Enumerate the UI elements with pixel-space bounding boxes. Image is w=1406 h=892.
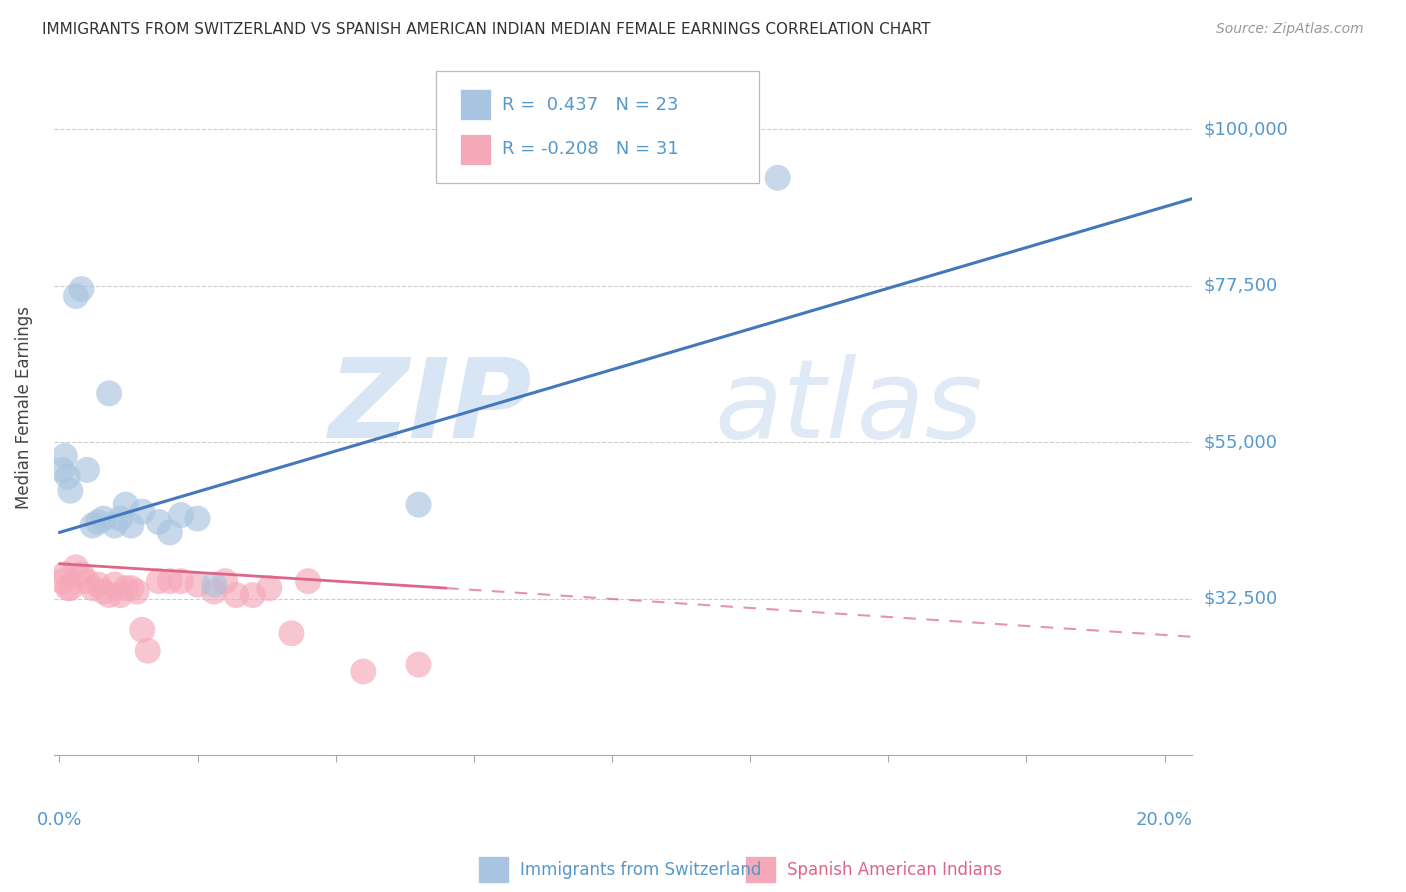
Text: 20.0%: 20.0% [1136, 811, 1192, 829]
Text: R =  0.437   N = 23: R = 0.437 N = 23 [502, 95, 679, 114]
Point [56, 470, 79, 484]
Text: $32,500: $32,500 [1204, 590, 1278, 607]
Point [114, 498, 136, 512]
Point [148, 574, 170, 589]
Point [170, 574, 193, 589]
Text: $77,500: $77,500 [1204, 277, 1278, 294]
Point [120, 581, 142, 595]
Point [76, 463, 98, 477]
Point [159, 574, 181, 589]
Point [408, 657, 430, 672]
Text: ZIP: ZIP [329, 354, 531, 461]
Text: IMMIGRANTS FROM SWITZERLAND VS SPANISH AMERICAN INDIAN MEDIAN FEMALE EARNINGS CO: IMMIGRANTS FROM SWITZERLAND VS SPANISH A… [42, 22, 931, 37]
Point [120, 518, 142, 533]
Text: Immigrants from Switzerland: Immigrants from Switzerland [520, 861, 762, 879]
Point [104, 518, 127, 533]
Point [53, 567, 76, 582]
Point [104, 577, 127, 591]
Point [259, 581, 281, 595]
Point [98, 386, 121, 401]
Point [51, 574, 73, 589]
Point [352, 665, 374, 679]
Point [131, 623, 153, 637]
Point [297, 574, 319, 589]
Point [53, 449, 76, 463]
Text: R = -0.208   N = 31: R = -0.208 N = 31 [502, 140, 679, 159]
Point [65, 560, 87, 574]
Point [242, 588, 264, 602]
Point [125, 584, 148, 599]
Text: atlas: atlas [714, 354, 983, 461]
Y-axis label: Median Female Earnings: Median Female Earnings [15, 306, 32, 508]
Point [202, 577, 225, 591]
Point [114, 581, 136, 595]
Point [159, 525, 181, 540]
Point [98, 588, 121, 602]
Point [87, 515, 110, 529]
Point [766, 170, 789, 185]
Text: Source: ZipAtlas.com: Source: ZipAtlas.com [1216, 22, 1364, 37]
Point [93, 511, 115, 525]
Point [225, 588, 247, 602]
Text: $55,000: $55,000 [1204, 434, 1277, 451]
Point [87, 577, 110, 591]
Point [131, 505, 153, 519]
Text: 0.0%: 0.0% [37, 811, 82, 829]
Point [214, 574, 236, 589]
Point [82, 518, 104, 533]
Point [202, 584, 225, 599]
Point [82, 581, 104, 595]
Point [170, 508, 193, 522]
Text: Spanish American Indians: Spanish American Indians [787, 861, 1002, 879]
Point [76, 574, 98, 589]
Point [408, 498, 430, 512]
Point [136, 643, 159, 657]
Point [186, 577, 208, 591]
Point [65, 289, 87, 303]
Point [51, 463, 73, 477]
Point [108, 511, 131, 525]
Point [148, 515, 170, 529]
Text: $100,000: $100,000 [1204, 120, 1288, 138]
Point [93, 584, 115, 599]
Point [108, 588, 131, 602]
Point [59, 581, 82, 595]
Point [280, 626, 302, 640]
Point [186, 511, 208, 525]
Point [56, 581, 79, 595]
Point [70, 567, 93, 582]
Point [59, 483, 82, 498]
Point [70, 282, 93, 296]
